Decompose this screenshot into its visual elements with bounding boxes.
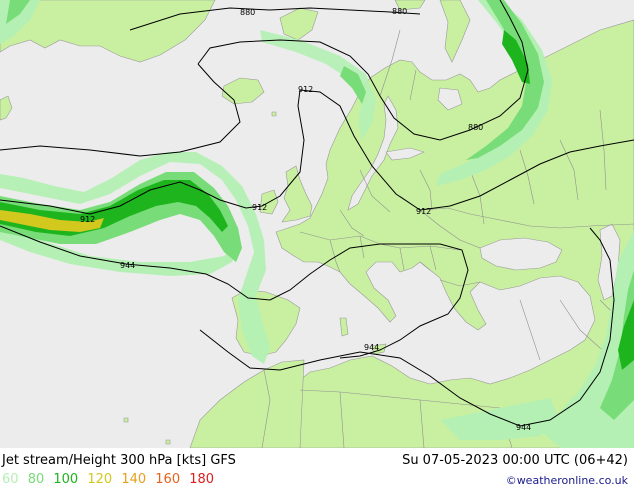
sea-black-sea (479, 237, 563, 271)
land-faroe (271, 111, 277, 117)
contour-label-912-d: 912 (416, 207, 431, 216)
contour-label-880-b: 880 (392, 7, 407, 16)
jet-atlantic-120 (0, 210, 104, 232)
weather-map: 880 880 880 912 912 912 912 944 944 944 (0, 0, 634, 448)
land-sardinia (339, 317, 349, 337)
map-title: Jet stream/Height 300 hPa [kts] GFS (2, 453, 236, 468)
land-greenland (0, 0, 216, 63)
contour-label-944-b: 944 (364, 343, 379, 352)
sea-white-sea (437, 87, 463, 111)
jet-greenland-80 (6, 0, 30, 24)
speed-legend: 60 80 100 120 140 160 180 (2, 472, 219, 488)
sea-baltic (347, 95, 399, 211)
map-canvas: 880 880 880 912 912 912 912 944 944 944 (0, 0, 634, 448)
land-canada (0, 95, 13, 121)
legend-item-60: 60 (2, 472, 19, 487)
sea-caspian (597, 223, 621, 301)
contour-880-west (0, 63, 241, 157)
jet-arctic-100 (502, 30, 530, 84)
map-datetime: Su 07-05-2023 00:00 UTC (06+42) (402, 453, 628, 468)
contour-label-912-a: 912 (298, 85, 313, 94)
contour-label-880-c: 880 (468, 123, 483, 132)
jet-southeast-100 (618, 300, 634, 370)
jet-atlantic-60-b (0, 218, 240, 276)
contour-label-944-c: 944 (516, 423, 531, 432)
jet-svalbard-80 (340, 66, 366, 104)
contour-880-loop (197, 0, 529, 141)
contour-880-north (129, 7, 421, 31)
jet-africa-60 (440, 398, 560, 440)
jet-southeast-80 (600, 270, 634, 420)
land-great-britain (281, 165, 313, 223)
contour-label-880-a: 880 (240, 8, 255, 17)
jet-svalbard-60 (260, 30, 376, 140)
jet-arctic-80 (466, 0, 544, 160)
contour-label-layer: 880 880 880 912 912 912 912 944 944 944 (80, 7, 531, 432)
legend-item-180: 180 (189, 472, 215, 487)
land-iceland (221, 77, 265, 105)
land-novaya-zemlya (439, 0, 471, 63)
contour-944-main (0, 225, 469, 359)
map-footer: Jet stream/Height 300 hPa [kts] GFS Su 0… (0, 448, 634, 490)
contour-label-912-c: 912 (252, 203, 267, 212)
credit-link[interactable]: ©weatheronline.co.uk (505, 474, 628, 487)
land-madeira (165, 439, 171, 445)
sea-gulf-finland (385, 147, 425, 161)
land-azores (123, 417, 129, 423)
land-arctic-islands (394, 0, 426, 11)
contour-label-912-b: 912 (80, 215, 95, 224)
legend-item-120: 120 (87, 472, 113, 487)
legend-item-100: 100 (53, 472, 79, 487)
contour-label-944-a: 944 (120, 261, 135, 270)
contour-944-south (199, 227, 615, 427)
legend-item-140: 140 (121, 472, 147, 487)
legend-item-160: 160 (155, 472, 181, 487)
contour-912-main (0, 89, 634, 215)
contours (0, 0, 634, 427)
legend-item-80: 80 (27, 472, 45, 487)
